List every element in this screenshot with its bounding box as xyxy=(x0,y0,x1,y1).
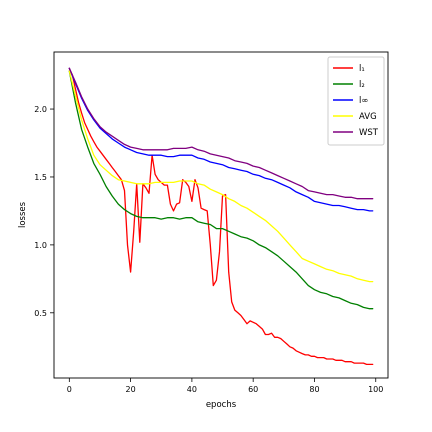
series-line-3 xyxy=(68,67,374,212)
x-tick-label: 80 xyxy=(309,385,319,394)
legend-box xyxy=(327,56,385,146)
x-tick-label: 100 xyxy=(368,385,383,394)
series-line-4 xyxy=(68,70,374,283)
y-tick-label: 1.5 xyxy=(34,173,47,182)
legend-label: l∞ xyxy=(359,96,368,106)
x-tick-label: 20 xyxy=(126,385,136,394)
plot-area-frame xyxy=(53,51,389,379)
x-tick-label: 60 xyxy=(248,385,258,394)
y-tick-label: 0.5 xyxy=(34,309,47,318)
series-line-1 xyxy=(68,67,374,366)
ticks-layer: 0 20 40 60 80 100 0.5 1.0 1.5 2.0 xyxy=(34,105,383,394)
series-line-2 xyxy=(68,70,374,310)
legend-label: l₂ xyxy=(359,80,365,90)
legend-label: AVG xyxy=(359,112,377,122)
legend-label: l₁ xyxy=(359,64,365,74)
y-tick-label: 2.0 xyxy=(34,105,47,114)
y-tick-label: 1.0 xyxy=(34,241,47,250)
y-axis-label: losses xyxy=(18,201,28,228)
x-tick-label: 0 xyxy=(67,385,72,394)
x-axis-label: epochs xyxy=(206,400,237,410)
series-layer xyxy=(68,67,374,366)
x-tick-label: 40 xyxy=(187,385,197,394)
legend-label: WST xyxy=(359,128,379,138)
legend: l₁ l₂ l∞ AVG WST xyxy=(327,56,385,146)
series-line-5 xyxy=(68,67,374,200)
